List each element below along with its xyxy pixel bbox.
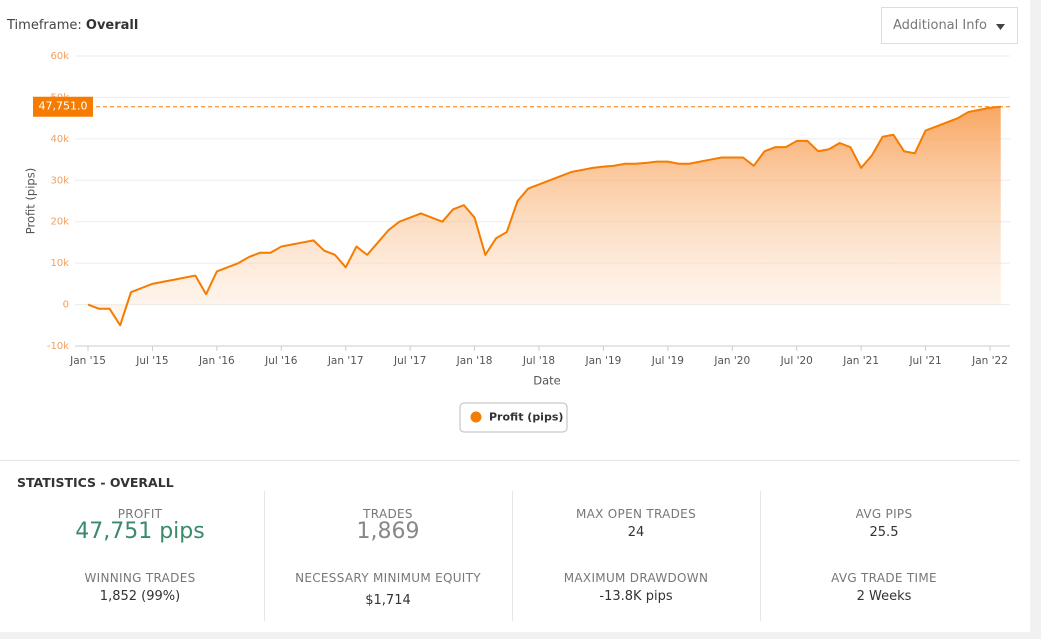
scroll-rail: [1030, 0, 1041, 639]
dropdown-label: Additional Info: [893, 18, 987, 33]
x-tick-label: Jan '18: [456, 355, 493, 367]
stat-value: -13.8K pips: [599, 589, 673, 604]
stat-label: PROFIT: [117, 507, 163, 521]
column-divider: [264, 491, 265, 621]
x-tick-label: Jul '15: [135, 355, 168, 367]
timeframe-label: Timeframe:: [7, 18, 82, 33]
x-tick-label: Jul '21: [908, 355, 941, 367]
stat-column: AVG PIPS 25.5 AVG TRADE TIME 2 Weeks: [760, 491, 1008, 621]
x-axis-title: Date: [533, 374, 561, 388]
column-divider: [512, 491, 513, 621]
y-tick-label: 20k: [50, 217, 69, 228]
y-tick-label: 40k: [50, 134, 69, 145]
stat-label: TRADES: [363, 507, 413, 521]
legend-item[interactable]: Profit (pips): [459, 402, 568, 433]
stat-label: WINNING TRADES: [84, 571, 196, 585]
column-divider: [760, 491, 761, 621]
chart: Date Profit (pips) -10k010k20k30k40k50k6…: [24, 51, 1010, 433]
legend-box: [459, 402, 568, 433]
x-tick-label: Jan '22: [971, 355, 1008, 367]
x-tick-label: Jan '20: [713, 355, 750, 367]
stat-column: TRADES 1,869 NECESSARY MINIMUM EQUITY $1,71…: [264, 491, 512, 621]
legend-label: Profit (pips): [489, 411, 563, 424]
stat-value: 1,852 (99%): [99, 589, 181, 604]
stat-value: 1,869: [356, 519, 420, 544]
x-tick-label: Jul '17: [393, 355, 426, 367]
stat-label: MAX OPEN TRADES: [576, 507, 696, 521]
reference-label-box: [33, 96, 93, 117]
stat-value: 24: [627, 525, 645, 540]
x-tick-label: Jan '15: [69, 355, 106, 367]
stat-label: NECESSARY MINIMUM EQUITY: [295, 571, 481, 585]
additional-info-dropdown[interactable]: Additional Info: [881, 7, 1018, 44]
stat-label: AVG PIPS: [855, 507, 913, 521]
stat-label: AVG TRADE TIME: [831, 571, 937, 585]
stat-value: 47,751 pips: [75, 519, 205, 544]
area-fill: [88, 106, 1001, 326]
panel: Timeframe: Overall Additional Info Date …: [0, 7, 1020, 633]
statistics: STATISTICS - OVERALL PROFIT 47,751 pips WIN…: [0, 460, 1020, 633]
x-tick-label: Jul '20: [780, 355, 813, 367]
stat-column: MAX OPEN TRADES 24 MAXIMUM DRAWDOWN -13.8K …: [512, 491, 760, 621]
stat-column: PROFIT 47,751 pips WINNING TRADES 1,852 (99…: [16, 491, 264, 621]
stat-value: 25.5: [869, 525, 899, 540]
x-tick-label: Jul '16: [264, 355, 298, 367]
y-tick-label: 30k: [50, 175, 69, 186]
stat-value: $1,714: [365, 593, 411, 608]
y-tick-label: 60k: [50, 51, 69, 62]
timeframe-value: Overall: [85, 18, 139, 33]
profit-line: [87, 105, 1001, 327]
x-tick-label: Jan '21: [842, 355, 879, 367]
y-axis-title: Profit (pips): [24, 168, 38, 234]
x-tick-label: Jan '17: [327, 355, 364, 367]
dropdown-arrow: [996, 24, 1005, 30]
y-tick-label: 0: [63, 300, 69, 311]
timeframe: Timeframe: Overall: [7, 18, 138, 33]
stat-label: MAXIMUM DRAWDOWN: [563, 571, 709, 585]
reference-label: 47,751.0: [39, 100, 88, 113]
statistics-title: STATISTICS - OVERALL: [17, 475, 174, 490]
x-tick-label: Jul '19: [651, 355, 684, 367]
x-tick-label: Jul '18: [522, 355, 555, 367]
legend-swatch: [470, 411, 482, 423]
y-tick-label: 10k: [50, 258, 69, 269]
x-tick-label: Jan '16: [198, 355, 235, 367]
footer-strip: [0, 632, 1030, 639]
y-tick-label: -10k: [47, 341, 69, 352]
x-tick-label: Jan '19: [585, 355, 622, 367]
stat-value: 2 Weeks: [856, 589, 912, 604]
